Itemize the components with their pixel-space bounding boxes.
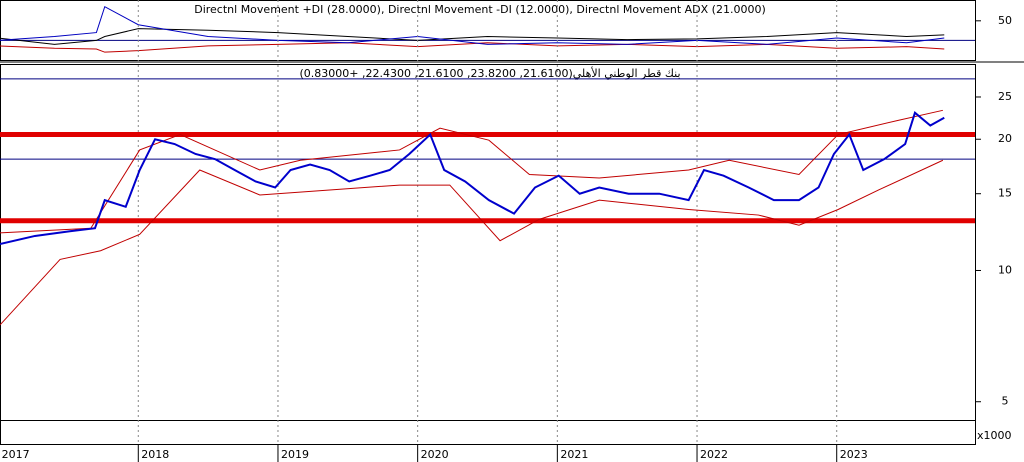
y-tick-label: 50 — [998, 14, 1012, 27]
volume-unit: x1000 — [977, 429, 1012, 442]
indicator-frame — [0, 0, 976, 61]
x-tick-label: 2017 — [2, 448, 30, 461]
x-tick-label: 2018 — [141, 448, 169, 461]
indicator-title: Directnl Movement +DI (28.0000), Directn… — [194, 3, 766, 16]
y-tick-label: 25 — [998, 90, 1012, 103]
x-tick-label: 2019 — [281, 448, 309, 461]
x-tick-label: 2021 — [560, 448, 588, 461]
series-line — [0, 159, 944, 326]
x-tick-label: 2020 — [421, 448, 449, 461]
price-title: بنك قطر الوطني الأهلي(21.6100, 23.8200, … — [299, 66, 680, 80]
series-line — [0, 111, 945, 245]
series-line — [0, 109, 943, 234]
y-tick-label: 5 — [1002, 395, 1009, 408]
x-tick-label: 2023 — [840, 448, 868, 461]
y-tick-label: 10 — [998, 263, 1012, 276]
y-tick-label: 20 — [998, 132, 1012, 145]
volume-frame — [0, 420, 976, 445]
y-tick-label: 15 — [998, 187, 1012, 200]
x-tick-label: 2022 — [700, 448, 728, 461]
